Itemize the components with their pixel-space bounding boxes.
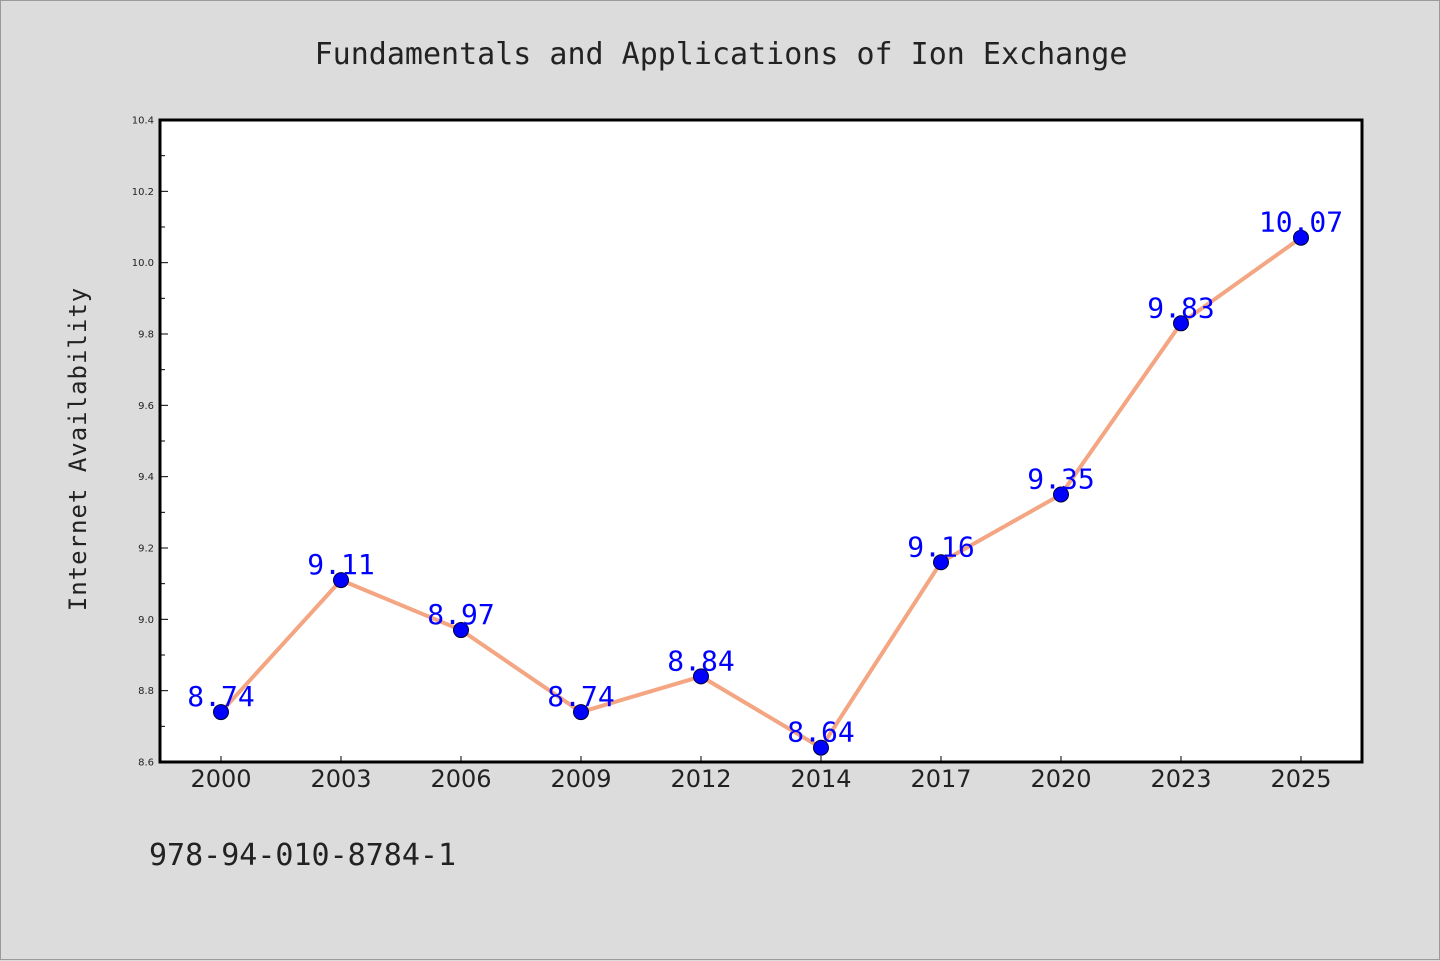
data-label: 8.84	[667, 644, 734, 677]
data-point	[573, 704, 589, 721]
y-tick-label: 10.2	[132, 187, 154, 198]
chart-title: Fundamentals and Applications of Ion Exc…	[315, 37, 1128, 72]
data-point	[453, 622, 469, 639]
data-label: 9.16	[907, 530, 974, 563]
data-point	[1053, 486, 1069, 503]
data-point	[1293, 229, 1309, 246]
data-point	[813, 739, 829, 756]
data-label: 9.35	[1027, 463, 1094, 496]
y-tick-label: 8.8	[138, 686, 154, 697]
x-tick-label: 2023	[1150, 765, 1211, 793]
data-label: 10.07	[1259, 206, 1343, 239]
footnote-isbn: 978-94-010-8784-1	[149, 838, 456, 873]
x-tick-label: 2025	[1270, 765, 1331, 793]
x-tick-label: 2006	[430, 765, 491, 793]
x-tick-label: 2000	[190, 765, 251, 793]
y-tick-label: 10.0	[132, 258, 154, 269]
data-label: 8.74	[547, 680, 614, 713]
y-tick-label: 9.2	[138, 544, 154, 555]
y-tick-label: 9.0	[138, 615, 154, 626]
x-tick-label: 2017	[910, 765, 971, 793]
y-tick-label: 9.6	[138, 401, 154, 412]
data-point	[333, 572, 349, 589]
y-tick-label: 9.4	[138, 472, 154, 483]
x-tick-label: 2020	[1030, 765, 1091, 793]
x-tick-label: 2003	[310, 765, 371, 793]
data-point	[693, 668, 709, 685]
y-axis-ticks: 8.6 8.8 9.0 9.2 9.4 9.6 9.8 10.0 10.2 10.4	[132, 116, 168, 769]
y-tick-label: 8.6	[138, 758, 154, 769]
x-tick-label: 2014	[790, 765, 851, 793]
y-tick-label: 9.8	[138, 330, 154, 341]
data-label: 9.83	[1147, 291, 1214, 324]
data-point	[213, 704, 229, 721]
data-label: 9.11	[307, 548, 374, 581]
data-label: 8.64	[787, 716, 854, 749]
series-line	[219, 235, 1303, 750]
data-series: 8.74 9.11 8.97 8.74 8.84 8.64 9.16 9.35 9.83 10.0…	[187, 206, 1343, 756]
y-axis-label: Internet Availability	[64, 287, 92, 611]
data-point	[933, 554, 949, 571]
x-axis-ticks: 2000 2003 2006 2009 2012 2014 2017 2020 2023 2025	[190, 756, 1332, 793]
data-point	[1173, 315, 1189, 332]
x-tick-label: 2012	[670, 765, 731, 793]
x-tick-label: 2009	[550, 765, 611, 793]
plot-area	[158, 118, 1364, 764]
data-label: 8.97	[427, 598, 494, 631]
data-label: 8.74	[187, 680, 254, 713]
y-tick-label: 10.4	[132, 116, 154, 127]
